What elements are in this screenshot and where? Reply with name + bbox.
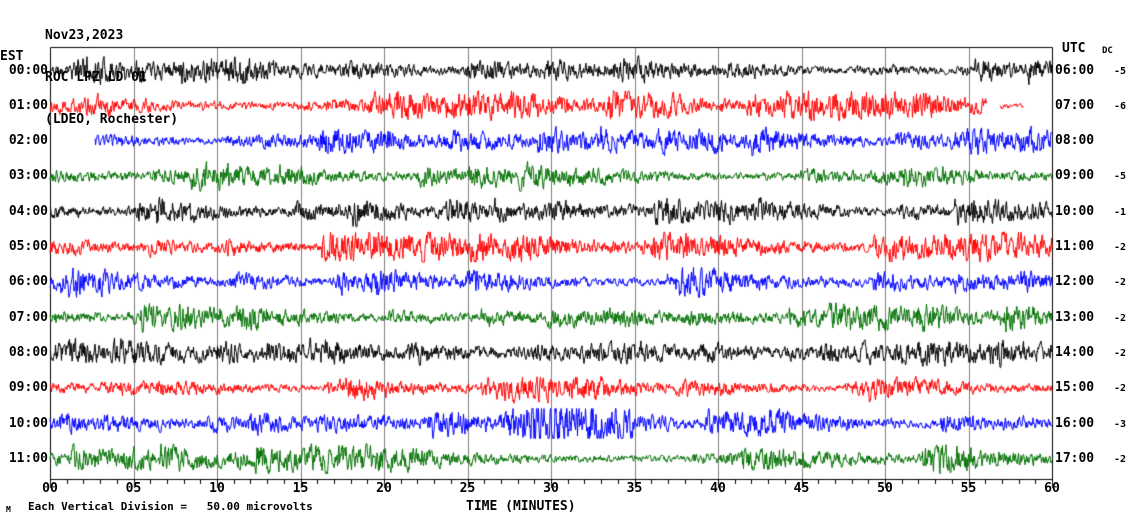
est-time-label: 05:00	[8, 239, 48, 254]
utc-time-label: 13:00	[1055, 309, 1095, 325]
est-time-label: 07:00	[8, 309, 48, 325]
utc-time-label: 10:00	[1055, 203, 1095, 219]
utc-time-label: 17:00	[1055, 450, 1095, 466]
logo-mark: M	[6, 505, 11, 514]
est-time-label: 11:00	[8, 450, 48, 466]
dc-value: -6	[1113, 100, 1126, 112]
dc-value: -2	[1113, 383, 1126, 395]
est-time-label: 02:00	[8, 133, 48, 149]
est-time-label: 04:00	[8, 203, 48, 219]
header-location: (LDEO, Rochester)	[45, 112, 179, 127]
utc-time-label: 14:00	[1055, 344, 1095, 360]
dc-value: -2	[1113, 347, 1126, 359]
utc-time-label: 16:00	[1055, 415, 1095, 431]
dc-value: -2	[1113, 277, 1126, 289]
utc-time-label: 09:00	[1055, 168, 1095, 184]
utc-time-label: 07:00	[1055, 97, 1095, 113]
left-timezone-label: EST	[0, 49, 24, 64]
header-station: ROC LPZ LD 01	[45, 70, 147, 85]
dc-value: -1	[1113, 206, 1126, 218]
est-time-label: 00:00	[8, 62, 48, 78]
right-timezone-label: UTC	[1062, 41, 1086, 56]
x-axis-tick-label: 10	[209, 481, 225, 496]
header: Nov23,2023 ROC LPZ LD 01 (LDEO, Rocheste…	[45, 1, 178, 141]
utc-time-label: 12:00	[1055, 274, 1095, 290]
utc-time-label: 15:00	[1055, 380, 1095, 396]
dc-value: -2	[1113, 242, 1126, 253]
dc-value: -3	[1113, 418, 1126, 430]
scale-note: Each Vertical Division = 50.00 microvolt…	[28, 500, 313, 513]
x-axis-tick-label: 50	[877, 481, 893, 496]
utc-time-label: 06:00	[1055, 62, 1095, 78]
est-time-label: 09:00	[8, 380, 48, 396]
x-axis-title: TIME (MINUTES)	[466, 499, 576, 514]
x-axis-tick-label: 25	[459, 481, 476, 496]
est-time-label: 10:00	[8, 415, 48, 431]
est-time-label: 01:00	[8, 97, 48, 113]
x-axis-tick-label: 05	[125, 481, 142, 496]
x-axis-tick-label: 30	[543, 481, 559, 496]
est-time-label: 08:00	[8, 344, 48, 360]
x-axis-tick-label: 35	[626, 481, 643, 496]
dc-value: -5	[1113, 65, 1126, 77]
x-axis-tick-label: 45	[793, 481, 810, 496]
dc-value: -2	[1113, 453, 1126, 465]
est-time-label: 03:00	[8, 168, 48, 184]
dc-column-label: DC	[1102, 46, 1113, 56]
x-axis-tick-label: 20	[376, 481, 392, 496]
dc-value: -2	[1113, 312, 1126, 324]
x-axis-tick-label: 40	[710, 481, 726, 496]
dc-value: -5	[1113, 171, 1126, 183]
x-axis-tick-label: 55	[960, 481, 977, 496]
x-axis-tick-label: 15	[292, 481, 309, 496]
x-axis-tick-label: 00	[42, 481, 58, 496]
x-axis-tick-label: 60	[1044, 481, 1060, 496]
utc-time-label: 08:00	[1055, 133, 1095, 149]
header-date: Nov23,2023	[45, 28, 124, 43]
est-time-label: 06:00	[8, 274, 48, 290]
utc-time-label: 11:00	[1055, 239, 1095, 254]
